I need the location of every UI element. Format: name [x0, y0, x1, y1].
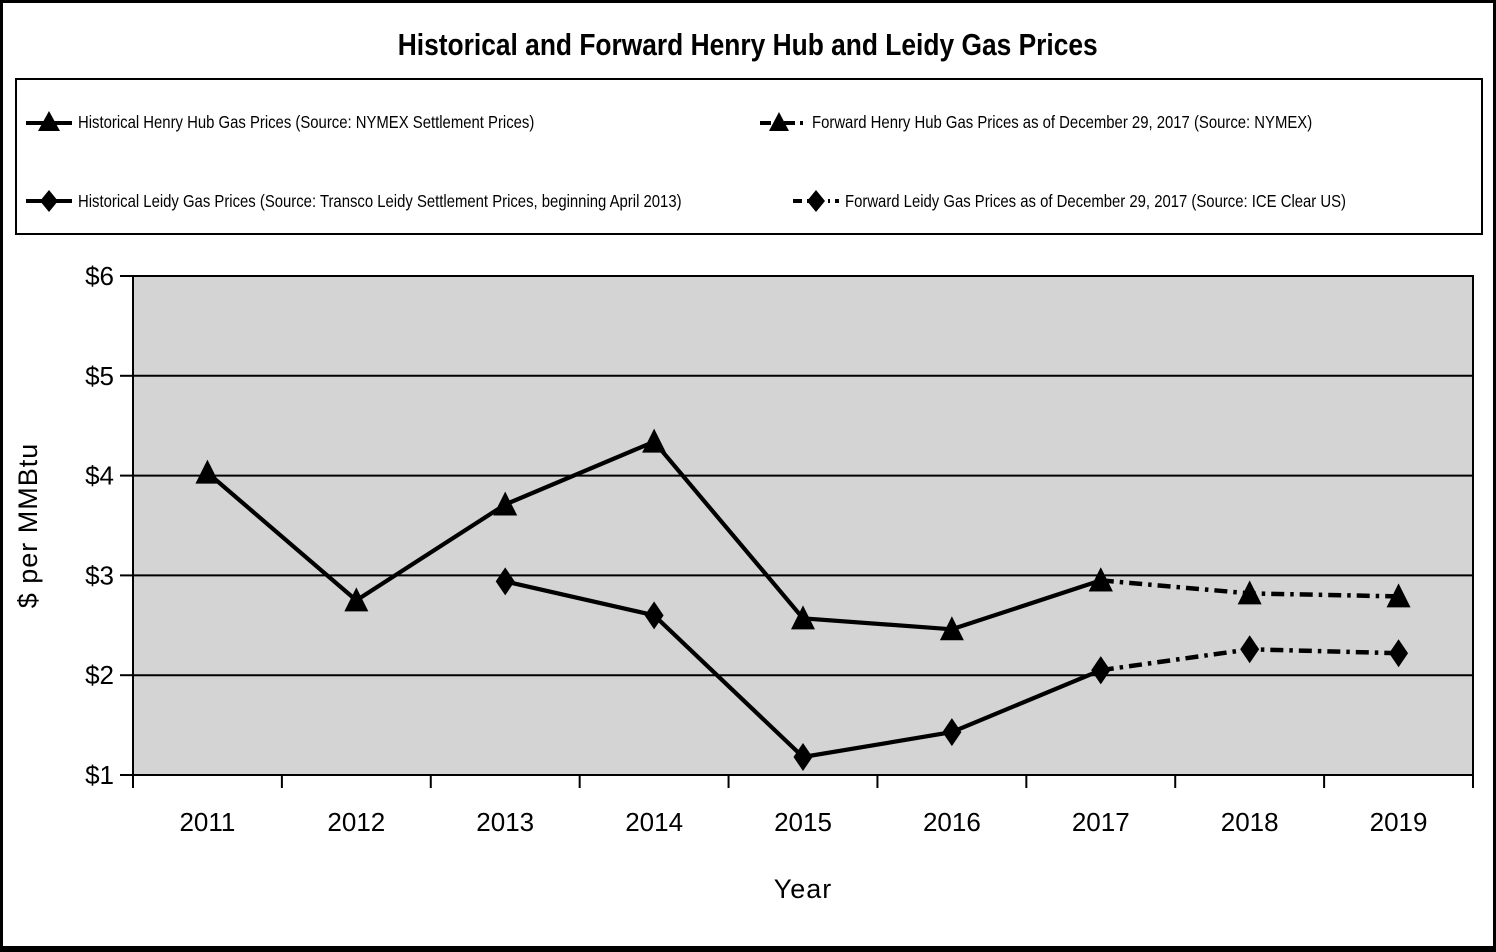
- x-tick-label: 2018: [1221, 807, 1279, 837]
- x-axis: 2011 2012 2013 2014 2015 2016 2017 2018 2019: [132, 775, 1474, 837]
- y-axis-title: $ per MMBtu: [13, 443, 43, 609]
- legend: Historical Henry Hub Gas Prices (Source:…: [15, 78, 1483, 235]
- x-tick-label: 2016: [923, 807, 981, 837]
- legend-item-forward-leidy: Forward Leidy Gas Prices as of December …: [792, 188, 1434, 214]
- triangle-marker: [1088, 567, 1113, 592]
- y-tick-label: $4: [85, 461, 114, 491]
- triangle-marker: [1386, 583, 1411, 608]
- y-tick-label: $6: [85, 261, 114, 291]
- legend-item-historical-henry-hub: Historical Henry Hub Gas Prices (Source:…: [25, 109, 615, 135]
- x-tick-label: 2011: [179, 807, 235, 837]
- chart-title-text: Historical and Forward Henry Hub and Lei…: [398, 27, 1098, 62]
- diamond-marker: [1389, 639, 1409, 668]
- legend-label: Historical Henry Hub Gas Prices (Source:…: [78, 111, 535, 132]
- triangle-marker: [791, 605, 815, 630]
- x-tick-label: 2013: [476, 807, 534, 837]
- solid-line-triangle-marker-icon: [26, 111, 72, 131]
- legend-item-forward-henry-hub: Forward Henry Hub Gas Prices as of Decem…: [759, 109, 1400, 135]
- y-tick-label: $3: [85, 560, 114, 590]
- diamond-marker: [644, 601, 664, 630]
- x-tick-label: 2017: [1072, 807, 1130, 837]
- gridlines: [133, 374, 1473, 677]
- diamond-marker: [793, 743, 813, 772]
- diamond-marker: [1240, 635, 1260, 664]
- series-markers: [195, 428, 1411, 772]
- y-axis: $6 $5 $4 $3 $2 $1: [85, 261, 133, 790]
- triangle-marker: [195, 459, 220, 484]
- x-tick-label: 2015: [774, 807, 832, 837]
- diamond-marker: [495, 567, 515, 596]
- x-tick-label: 2014: [625, 807, 683, 837]
- y-tick-label: $5: [85, 361, 114, 391]
- dashdot-line-diamond-marker-icon: [793, 190, 839, 212]
- triangle-marker: [493, 491, 518, 516]
- triangle-marker: [939, 616, 964, 641]
- diamond-marker: [1091, 656, 1111, 685]
- legend-label: Forward Henry Hub Gas Prices as of Decem…: [812, 111, 1313, 132]
- y-tick-label: $2: [85, 660, 114, 690]
- triangle-marker: [1237, 580, 1262, 605]
- x-tick-label: 2012: [327, 807, 385, 837]
- solid-line-diamond-marker-icon: [26, 190, 72, 212]
- chart-title: Historical and Forward Henry Hub and Lei…: [3, 25, 1493, 65]
- legend-item-historical-leidy: Historical Leidy Gas Prices (Source: Tra…: [25, 188, 788, 214]
- legend-label: Forward Leidy Gas Prices as of December …: [845, 190, 1346, 211]
- plot-area: [132, 275, 1474, 776]
- legend-label: Historical Leidy Gas Prices (Source: Tra…: [78, 190, 682, 211]
- triangle-marker: [642, 428, 667, 453]
- x-tick-label: 2019: [1370, 807, 1428, 837]
- plot: $6 $5 $4 $3 $2 $1 2011 2012 2013 2014 2015 2016 2017…: [13, 261, 1474, 904]
- x-axis-title: Year: [774, 874, 833, 904]
- triangle-marker: [344, 587, 369, 612]
- dashdot-line-triangle-marker-icon: [760, 112, 806, 131]
- y-tick-label: $1: [85, 760, 114, 790]
- diamond-marker: [942, 718, 962, 747]
